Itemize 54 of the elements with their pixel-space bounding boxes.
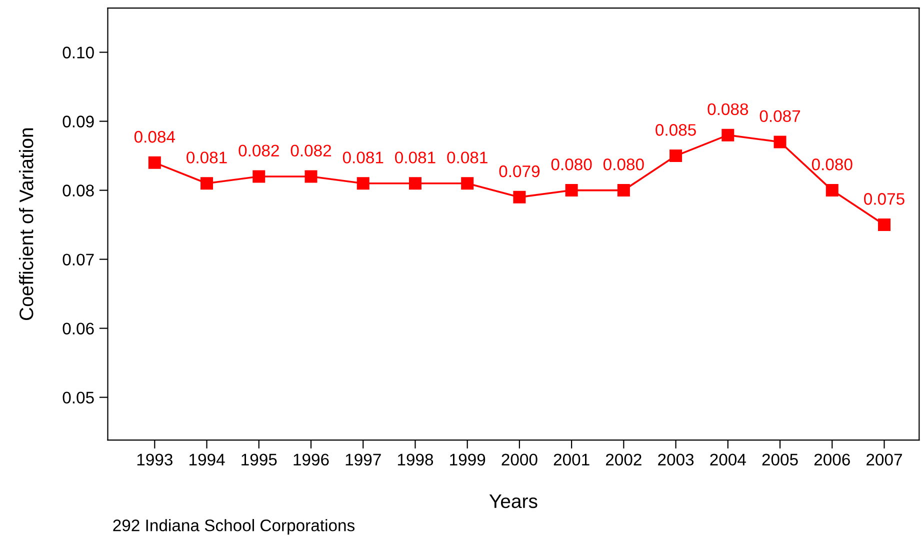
text: 0.082: [238, 144, 279, 157]
x-axis-title: Years: [489, 494, 538, 508]
point: [304, 170, 318, 183]
text: 0.088: [708, 103, 748, 116]
point: [513, 190, 526, 204]
text: 0.084: [134, 130, 176, 143]
x-tick-label: 2004: [710, 454, 746, 466]
text: 0.081: [447, 152, 488, 164]
point: [722, 128, 734, 142]
x-tick-label: 2000: [502, 454, 538, 466]
x-tick-label: 2003: [658, 454, 694, 466]
y-tick-label: 0.09: [62, 116, 94, 128]
y-tick-label: 0.08: [62, 184, 94, 196]
point: [252, 170, 266, 183]
text: 0.087: [760, 110, 800, 122]
point: [826, 184, 838, 197]
text: 0.085: [656, 124, 696, 136]
point: [565, 184, 578, 197]
text: 0.080: [812, 158, 852, 170]
point: [200, 177, 214, 190]
text: 0.080: [603, 158, 644, 170]
point: [461, 177, 474, 190]
point: [356, 177, 370, 190]
x-tick-label: 2006: [814, 454, 850, 466]
y-tick-label: 0.05: [62, 392, 94, 404]
point: [878, 218, 890, 232]
text: 0.081: [395, 152, 436, 164]
point: [148, 156, 161, 169]
point: [617, 184, 630, 197]
x-tick-label: 2001: [554, 454, 590, 466]
y-tick-label: 0.10: [62, 46, 94, 58]
x-tick-label: 1993: [137, 454, 172, 466]
x-tick-label: 2007: [866, 454, 902, 466]
text: 0.080: [551, 158, 592, 170]
text: 0.081: [342, 152, 384, 164]
x-tick-label: 1996: [294, 454, 329, 466]
y-axis-title: Coefficient of Variation: [19, 128, 34, 320]
point: [774, 136, 786, 148]
x-tick-label: 1997: [346, 454, 381, 466]
x-tick-label: 1999: [450, 454, 486, 466]
point: [670, 150, 682, 162]
x-tick-label: 1994: [190, 454, 225, 466]
point: [408, 177, 422, 190]
y-tick-label: 0.07: [62, 254, 94, 266]
x-tick-label: 2002: [606, 454, 642, 466]
text: 0.075: [864, 193, 904, 205]
text: 0.081: [186, 152, 227, 164]
x-tick-label: 1998: [398, 454, 434, 466]
text: 0.082: [290, 144, 332, 157]
text: 0.079: [499, 165, 540, 178]
y-tick-label: 0.06: [62, 322, 94, 335]
text: 292 Indiana School Corporations: [113, 519, 355, 535]
x-tick-label: 1995: [242, 454, 277, 466]
x-tick-label: 2005: [762, 454, 798, 466]
